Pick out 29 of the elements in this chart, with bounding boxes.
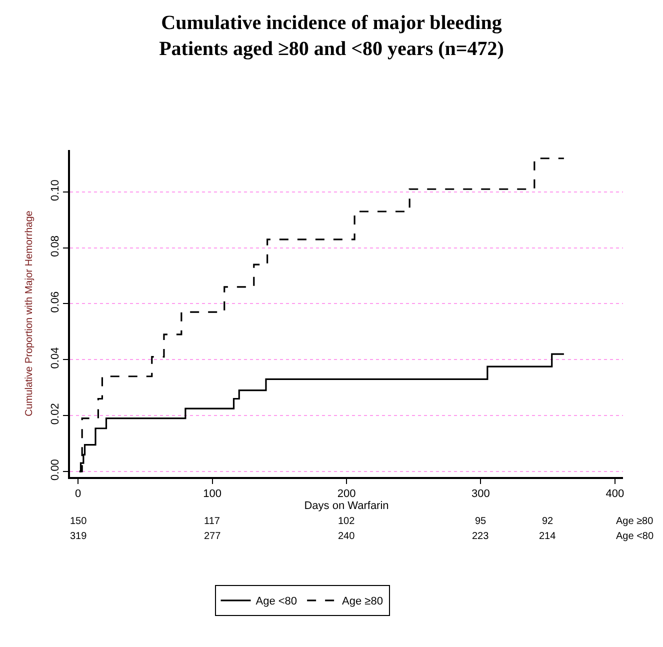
chart-title: Cumulative incidence of major bleeding (161, 12, 502, 34)
x-tick-label: 100 (203, 488, 222, 500)
x-tick-label: 200 (337, 488, 356, 500)
text: 214 (539, 531, 556, 542)
y-tick-label: 0.00 (50, 459, 62, 480)
text: 223 (472, 531, 490, 542)
text: 240 (338, 531, 356, 542)
legend-label: Age <80 (256, 596, 298, 608)
text: 92 (542, 516, 554, 527)
text: 117 (204, 516, 220, 527)
text: 277 (204, 531, 222, 542)
x-tick-label: 400 (606, 488, 624, 500)
chart-subtitle: Patients aged ≥80 and <80 years (n=472) (159, 38, 504, 60)
x-axis-title: Days on Warfarin (304, 500, 389, 512)
text: 150 (70, 516, 88, 527)
text: Age <80 (616, 531, 654, 542)
text: 95 (475, 516, 487, 527)
y-tick-label: 0.06 (50, 291, 62, 313)
x-tick-label: 0 (74, 488, 82, 500)
y-tick-label: 0.04 (50, 347, 62, 369)
y-tick-label: 0.02 (50, 403, 62, 425)
text: 319 (70, 531, 88, 542)
x-tick-label: 300 (472, 488, 490, 500)
y-tick-label: 0.08 (50, 235, 62, 257)
legend-label: Age ≥80 (342, 596, 383, 608)
y-tick-label: 0.10 (50, 180, 62, 201)
y-axis-title: Cumulative Proportion with Major Hemorrhage (24, 210, 36, 416)
text: Age ≥80 (616, 516, 654, 527)
text: 102 (338, 516, 356, 527)
